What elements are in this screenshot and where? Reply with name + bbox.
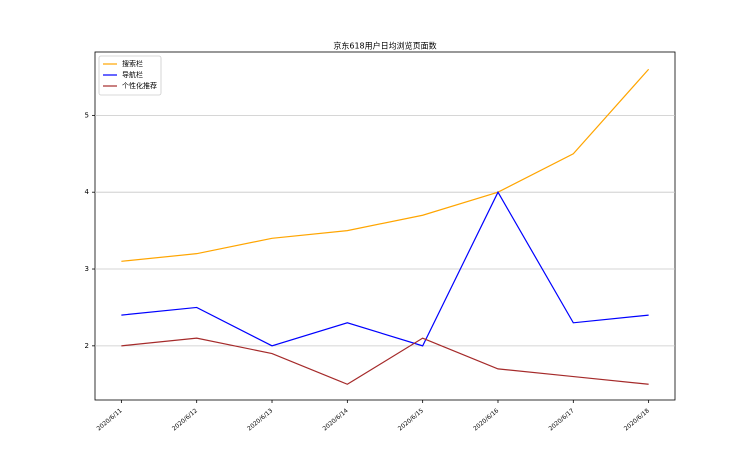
legend-box <box>98 55 162 96</box>
legend-label: 导航栏 <box>122 70 143 79</box>
y-tick-label: 5 <box>85 111 89 119</box>
series-line <box>121 190 649 347</box>
x-tick-label: 2020/6/14 <box>322 407 350 432</box>
legend-label: 搜索栏 <box>122 59 143 68</box>
y-tick-label: 2 <box>85 342 89 350</box>
x-tick-label: 2020/6/15 <box>397 407 425 432</box>
y-tick-label: 3 <box>85 265 89 273</box>
x-tick-label: 2020/6/16 <box>472 407 500 432</box>
x-tick-label: 2020/6/18 <box>623 407 651 432</box>
series-line <box>121 68 650 262</box>
y-tick-label: 4 <box>85 188 90 196</box>
x-tick-label: 2020/6/11 <box>96 407 124 432</box>
x-tick-label: 2020/6/13 <box>246 407 274 432</box>
legend-label: 个性化推荐 <box>122 81 157 90</box>
x-tick-label: 2020/6/17 <box>547 407 575 432</box>
chart-title: 京东618用户日均浏览页面数 <box>333 41 436 51</box>
x-tick-label: 2020/6/12 <box>171 407 199 432</box>
series-line <box>121 337 649 385</box>
plot-frame <box>94 51 676 401</box>
